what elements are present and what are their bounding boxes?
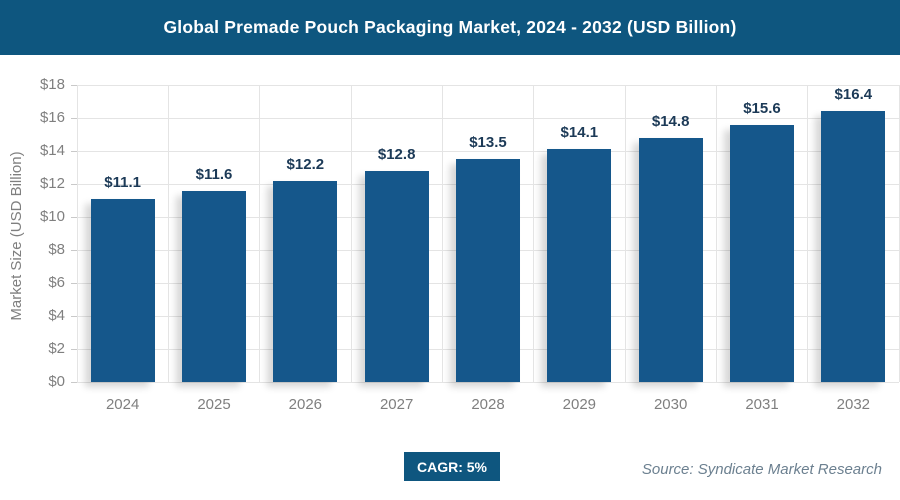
x-axis-line [77,382,899,383]
y-tick-label: $14 [39,142,65,159]
gridline-v [259,85,261,382]
bar-value-label: $12.8 [377,145,416,163]
bar-value-label: $15.6 [743,99,781,117]
bar-value-label: $12.2 [286,155,325,173]
x-tick-label: 2027 [379,396,414,413]
bar-2028 [456,159,520,382]
gridline-v [76,85,78,382]
x-tick-label: 2024 [105,396,140,413]
x-tick-label: 2032 [836,396,871,413]
cagr-label: CAGR: 5% [417,458,488,475]
y-tick-label: $6 [48,274,65,291]
gridline-v [350,85,352,382]
title-bar: Global Premade Pouch Packaging Market, 2… [0,0,900,55]
y-tick-mark [71,249,77,251]
gridline-h [77,150,899,152]
y-tick-label: $2 [48,340,65,357]
bar-value-label: $16.4 [834,86,873,104]
gridline-v [898,85,900,382]
plot-area [76,84,900,383]
x-tick-label: 2028 [471,396,505,413]
y-tick-mark [71,150,77,152]
y-tick-mark [71,183,77,185]
bar-2031 [730,124,794,382]
bar-value-label: $14.1 [560,124,599,142]
gridline-v [533,85,535,382]
bar-2030 [638,137,703,382]
bar-value-label: $13.5 [469,134,507,152]
x-tick-label: 2026 [288,396,323,413]
bar-value-label: $11.1 [104,173,142,191]
gridline-h [77,84,899,86]
bar-2025 [182,190,246,382]
gridline-v [715,85,717,382]
y-tick-label: $18 [39,76,65,93]
y-tick-mark [71,282,77,284]
y-tick-mark [71,348,77,350]
y-tick-mark [71,315,77,317]
y-tick-label: $10 [39,208,65,225]
x-tick-label: 2030 [653,396,688,413]
gridline-h [77,381,899,383]
bar-value-label: $11.6 [195,165,233,183]
cagr-badge: CAGR: 5% [404,452,501,481]
y-tick-label: $12 [39,175,65,192]
bar-2024 [90,198,155,382]
bar-2032 [821,111,886,382]
x-tick-label: 2025 [197,396,231,413]
y-tick-mark [71,216,77,218]
y-axis-line [77,85,78,382]
y-tick-label: $8 [48,241,65,258]
gridline-h [77,117,899,119]
source-text: Source: Syndicate Market Research [641,461,882,478]
x-tick-label: 2029 [562,396,597,413]
gridline-v [441,85,443,382]
y-tick-label: $4 [48,307,65,324]
y-tick-mark [71,84,77,86]
x-tick-label: 2031 [745,396,779,413]
bar-2026 [273,180,338,382]
chart-title: Global Premade Pouch Packaging Market, 2… [163,17,737,37]
gridline-v [167,85,169,382]
bar-2029 [547,149,612,382]
y-axis-title: Market Size (USD Billion) [8,151,25,321]
y-tick-mark [71,117,77,119]
bar-value-label: $14.8 [651,112,690,130]
gridline-v [624,85,626,382]
y-tick-label: $0 [48,373,65,390]
bar-2027 [364,170,429,382]
gridline-v [807,85,809,382]
y-tick-mark [71,381,77,383]
y-tick-label: $16 [39,109,65,126]
